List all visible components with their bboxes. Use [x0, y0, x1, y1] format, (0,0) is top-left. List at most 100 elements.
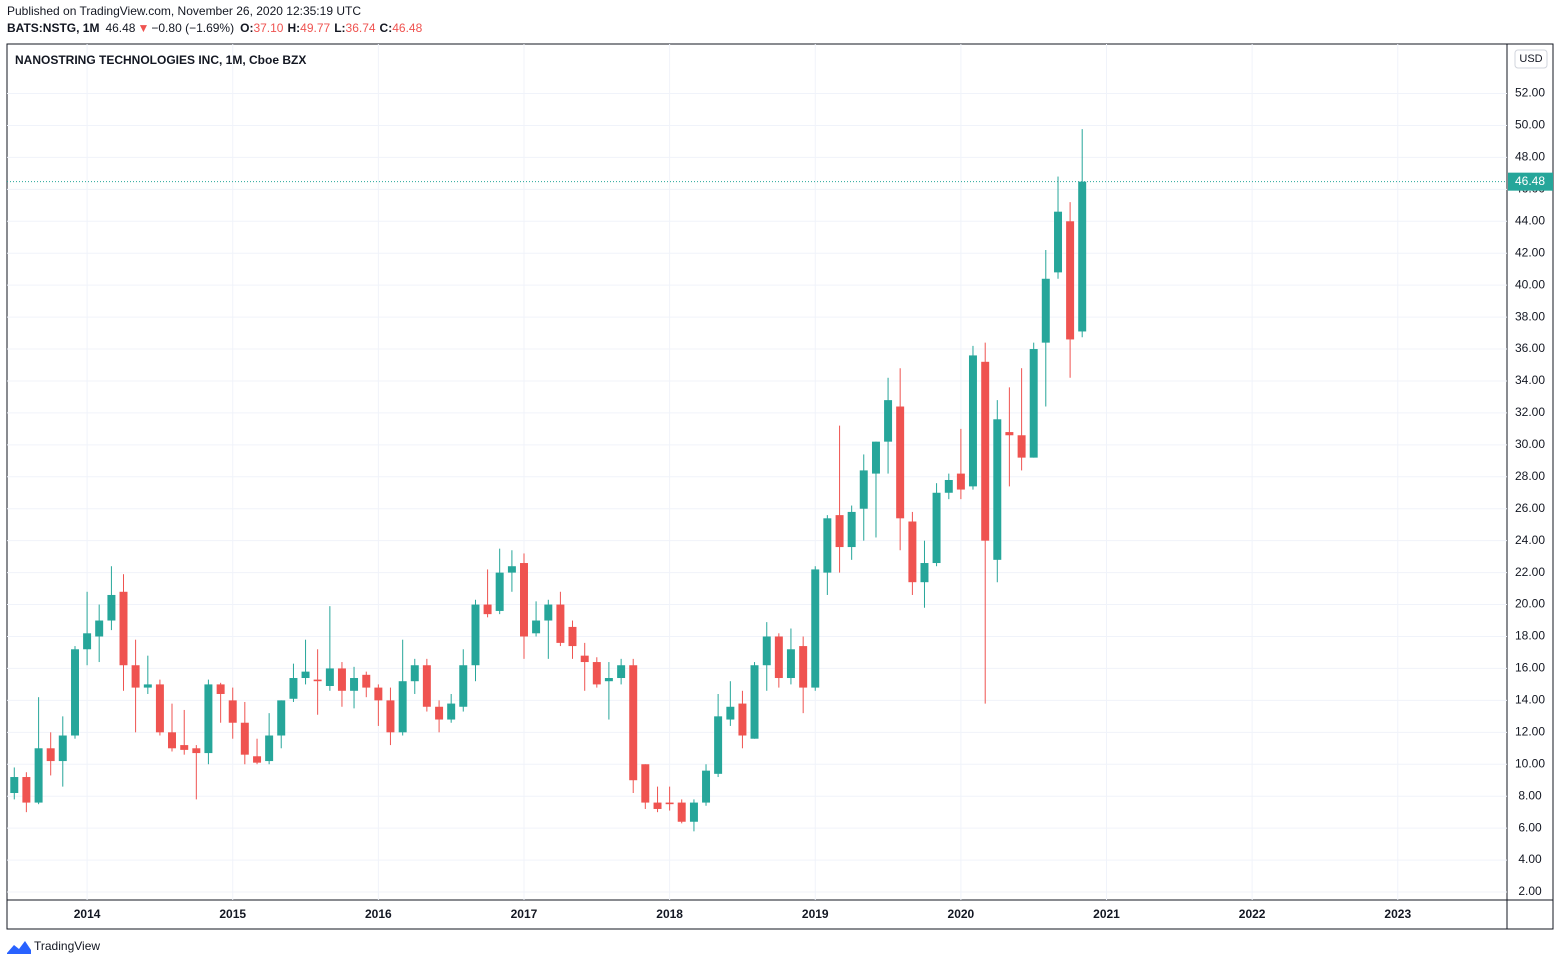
candle-body [580, 655, 589, 663]
y-tick-label: 10.00 [1515, 756, 1545, 770]
candle-body [83, 633, 92, 650]
candle-body [847, 511, 856, 548]
candle-body [544, 604, 553, 621]
candle-body [495, 572, 504, 611]
y-tick-label: 52.00 [1515, 86, 1545, 100]
ohlc-value: 36.74 [346, 21, 376, 35]
candle-body [71, 649, 79, 736]
candle-body [520, 563, 528, 637]
candle-body [350, 678, 359, 691]
candle-body [641, 764, 650, 803]
candle-body [823, 518, 832, 573]
candle-body [920, 563, 929, 583]
candle-body [726, 706, 735, 720]
currency: USD [1519, 53, 1542, 65]
candle-body [799, 646, 808, 688]
candle-body [435, 706, 444, 720]
y-tick-label: 4.00 [1518, 852, 1542, 866]
change: −0.80 (−1.69%) [151, 21, 234, 35]
logo: TradingView [7, 939, 100, 954]
candle-body [1078, 181, 1087, 332]
candle-body [1005, 432, 1014, 436]
candle-body [811, 569, 820, 688]
last-price: 46.48 [105, 21, 135, 35]
candle-body [981, 361, 990, 541]
x-tick-label: 2016 [365, 907, 392, 921]
candle-body [362, 674, 371, 688]
candle-body [265, 735, 274, 762]
y-tick-label: 32.00 [1515, 405, 1545, 419]
x-tick-label: 2014 [74, 907, 101, 921]
symbol-line: BATS:NSTG, 1M 46.48 ▼ −0.80 (−1.69%) O:37.10… [7, 21, 423, 35]
candle-body [750, 665, 759, 739]
y-tick-label: 50.00 [1515, 118, 1545, 132]
candle-body [410, 665, 419, 682]
chart-title: NANOSTRING TECHNOLOGIES INC, 1M, Cboe BZ… [15, 53, 306, 67]
candle-body [22, 777, 31, 803]
y-tick-label: 18.00 [1515, 629, 1545, 643]
candle-body [908, 521, 917, 583]
brand: TradingView [34, 939, 100, 953]
x-tick-label: 2015 [219, 907, 246, 921]
candle-body [1066, 221, 1075, 340]
candle-body [702, 770, 711, 803]
candle-body [1029, 349, 1038, 458]
ohlc-label: H: [287, 21, 300, 35]
candle-body [155, 684, 164, 733]
ohlc-label: C: [380, 21, 393, 35]
y-tick-label: 14.00 [1515, 693, 1545, 707]
candle-body [228, 700, 237, 723]
y-tick-label: 44.00 [1515, 213, 1545, 227]
candle-body [592, 662, 601, 685]
symbol: BATS:NSTG, 1M [7, 21, 99, 35]
pane-border [6, 43, 1554, 930]
candle-body [665, 802, 674, 805]
candle-body [738, 703, 747, 736]
candle-body [604, 678, 613, 682]
candle-body [337, 668, 346, 691]
y-tick-label: 16.00 [1515, 661, 1545, 675]
candle-body [653, 802, 662, 809]
candle-body [617, 665, 626, 679]
y-tick-label: 42.00 [1515, 245, 1545, 259]
candles [10, 129, 1087, 832]
candle-body [216, 684, 225, 694]
candle-body [774, 636, 783, 679]
candle-body [107, 594, 116, 621]
candle-body [253, 756, 262, 763]
x-tick-label: 2017 [511, 907, 538, 921]
candle-body [180, 745, 189, 750]
candle-body [835, 515, 844, 548]
candle-body [119, 591, 128, 666]
candle-body [993, 419, 1002, 560]
y-tick-label: 8.00 [1518, 788, 1542, 802]
y-tick-label: 48.00 [1515, 150, 1545, 164]
candle-body [956, 473, 965, 490]
change-arrow: ▼ [137, 21, 149, 35]
y-tick-label: 22.00 [1515, 565, 1545, 579]
candle-body [932, 492, 941, 564]
ohlc-label: O: [240, 21, 253, 35]
candle-body [168, 732, 176, 749]
candle-body [34, 748, 43, 803]
candle-body [192, 748, 201, 754]
candle-body [944, 479, 953, 493]
candle-body [325, 668, 334, 686]
candle-body [859, 470, 868, 509]
candle-body [677, 802, 686, 822]
candle-body [568, 626, 577, 647]
grid [7, 44, 1507, 900]
candle-body [556, 604, 565, 643]
y-tick-label: 40.00 [1515, 277, 1545, 291]
x-tick-label: 2022 [1239, 907, 1266, 921]
y-tick-label: 26.00 [1515, 501, 1545, 515]
candle-body [786, 649, 795, 679]
candle-body [386, 700, 395, 733]
candle-body [532, 620, 541, 634]
candle-body [240, 722, 249, 755]
x-tick-label: 2023 [1384, 907, 1411, 921]
candle-body [507, 566, 516, 573]
y-tick-label: 20.00 [1515, 597, 1545, 611]
candle-body [1041, 278, 1050, 343]
